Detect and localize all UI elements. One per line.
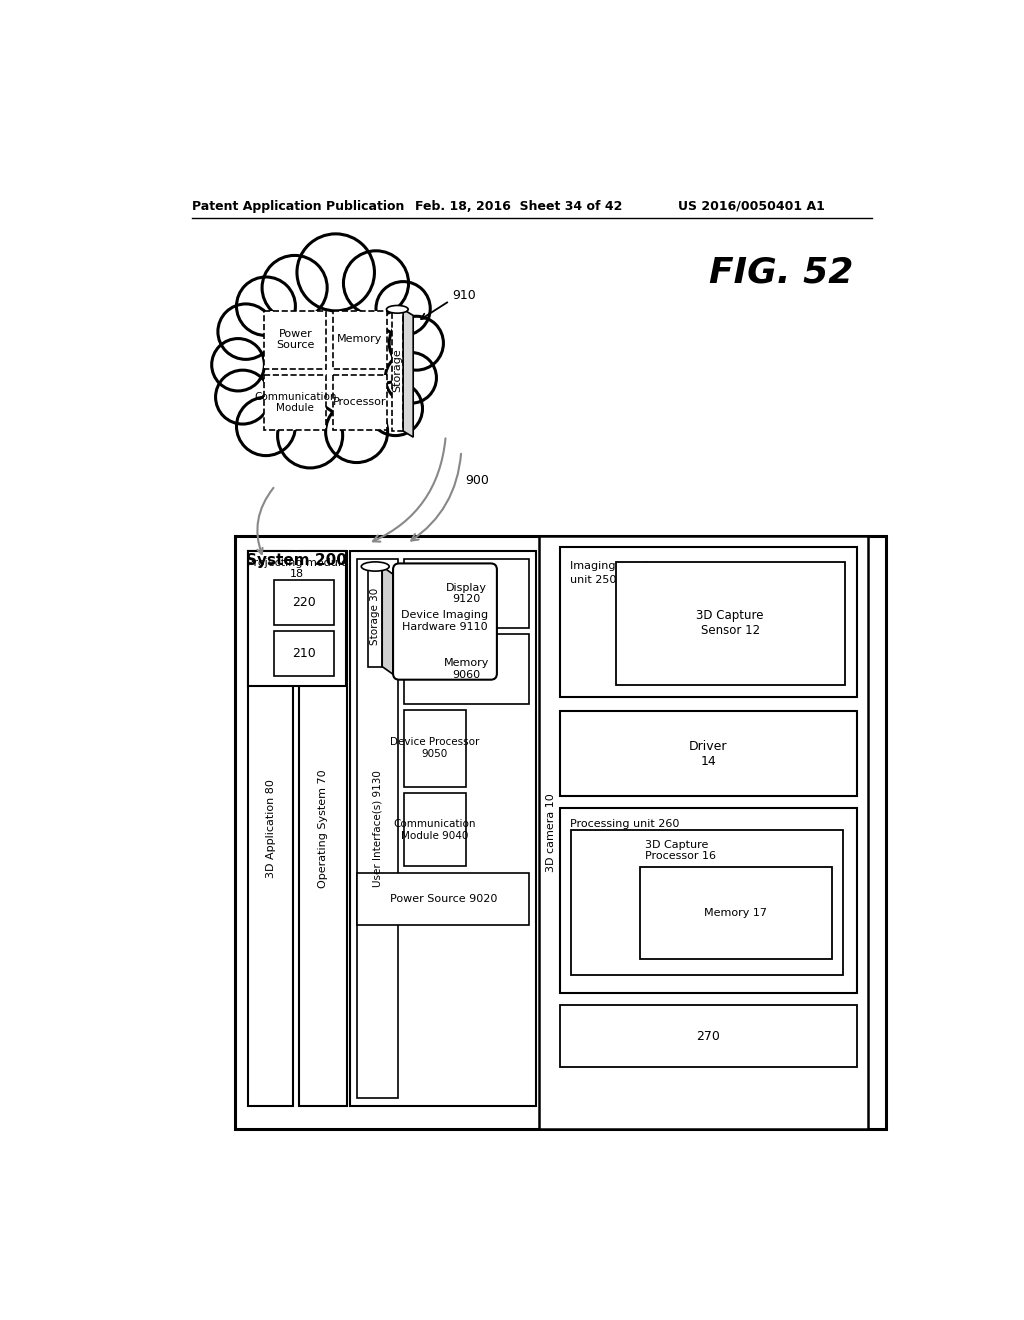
Text: Communication
Module 9040: Communication Module 9040: [393, 818, 476, 841]
Text: FIG. 52: FIG. 52: [710, 255, 854, 289]
Bar: [264, 312, 327, 368]
Circle shape: [389, 317, 443, 370]
Circle shape: [376, 281, 430, 335]
Text: Memory 17: Memory 17: [705, 908, 767, 917]
Circle shape: [278, 404, 343, 469]
Bar: [616, 562, 845, 685]
Bar: [403, 710, 466, 787]
Text: Processing unit 260: Processing unit 260: [569, 818, 679, 829]
Text: 3D Capture: 3D Capture: [645, 840, 709, 850]
Text: Imaging sensing: Imaging sensing: [569, 561, 662, 572]
Bar: [333, 312, 387, 368]
Text: 210: 210: [292, 647, 315, 660]
Bar: [357, 873, 529, 925]
Text: unit 250: unit 250: [569, 576, 616, 585]
Text: 3D Capture
Sensor 12: 3D Capture Sensor 12: [696, 610, 764, 638]
Text: Storage: Storage: [392, 348, 402, 392]
Bar: [539, 536, 868, 1129]
Text: Communication
Module: Communication Module: [254, 392, 337, 413]
Bar: [640, 867, 831, 960]
Circle shape: [237, 397, 295, 455]
Polygon shape: [403, 309, 414, 437]
Bar: [357, 558, 397, 1098]
Circle shape: [216, 370, 270, 424]
Text: System 200: System 200: [246, 553, 347, 568]
Text: Power
Source: Power Source: [276, 329, 314, 350]
Text: 220: 220: [292, 597, 315, 610]
Ellipse shape: [361, 562, 389, 572]
Circle shape: [297, 234, 375, 312]
Text: Driver
14: Driver 14: [689, 739, 728, 768]
Text: 18: 18: [290, 569, 304, 579]
FancyArrowPatch shape: [373, 438, 445, 541]
Bar: [349, 552, 536, 1106]
Text: Power Source 9020: Power Source 9020: [390, 894, 497, 904]
Circle shape: [369, 381, 423, 436]
Bar: [403, 793, 466, 866]
Bar: [369, 566, 382, 667]
FancyArrowPatch shape: [412, 454, 461, 541]
Bar: [264, 375, 327, 430]
Text: Feb. 18, 2016  Sheet 34 of 42: Feb. 18, 2016 Sheet 34 of 42: [415, 199, 623, 213]
Circle shape: [385, 352, 436, 404]
Text: 3D Application 80: 3D Application 80: [265, 779, 275, 878]
Bar: [560, 711, 856, 796]
Text: US 2016/0050401 A1: US 2016/0050401 A1: [678, 199, 825, 213]
Circle shape: [212, 339, 264, 391]
Text: Display
9120: Display 9120: [446, 582, 487, 605]
Text: Device Imaging
Hardware 9110: Device Imaging Hardware 9110: [401, 610, 488, 632]
Bar: [248, 552, 293, 1106]
Text: Processor 16: Processor 16: [645, 851, 716, 862]
Bar: [273, 631, 334, 676]
FancyBboxPatch shape: [393, 564, 497, 680]
Text: Patent Application Publication: Patent Application Publication: [191, 199, 403, 213]
Bar: [273, 581, 334, 626]
Text: Device Processor
9050: Device Processor 9050: [390, 738, 479, 759]
Circle shape: [343, 251, 409, 315]
Bar: [571, 830, 843, 974]
Text: Memory
9060: Memory 9060: [444, 659, 489, 680]
Text: Projecting module: Projecting module: [247, 558, 347, 569]
Text: 900: 900: [465, 474, 489, 487]
Bar: [560, 808, 856, 993]
Bar: [403, 635, 529, 704]
Circle shape: [218, 304, 273, 359]
Bar: [234, 536, 886, 1129]
Bar: [299, 552, 346, 1106]
Text: 270: 270: [696, 1030, 721, 1043]
Text: Operating System 70: Operating System 70: [317, 770, 328, 887]
Text: Memory: Memory: [337, 334, 382, 345]
Circle shape: [326, 401, 388, 462]
Bar: [560, 1006, 856, 1067]
Text: User Interface(s) 9130: User Interface(s) 9130: [373, 770, 383, 887]
Text: 910: 910: [452, 289, 476, 302]
Text: Storage 30: Storage 30: [371, 587, 380, 645]
Text: 3D camera 10: 3D camera 10: [546, 793, 556, 871]
Bar: [403, 558, 529, 628]
Bar: [248, 552, 346, 686]
Circle shape: [237, 277, 295, 335]
Bar: [560, 548, 856, 697]
Bar: [333, 375, 387, 430]
Ellipse shape: [386, 305, 409, 313]
Bar: [391, 309, 403, 430]
Polygon shape: [382, 566, 393, 675]
Circle shape: [262, 256, 328, 321]
Text: Processor: Processor: [333, 397, 386, 408]
